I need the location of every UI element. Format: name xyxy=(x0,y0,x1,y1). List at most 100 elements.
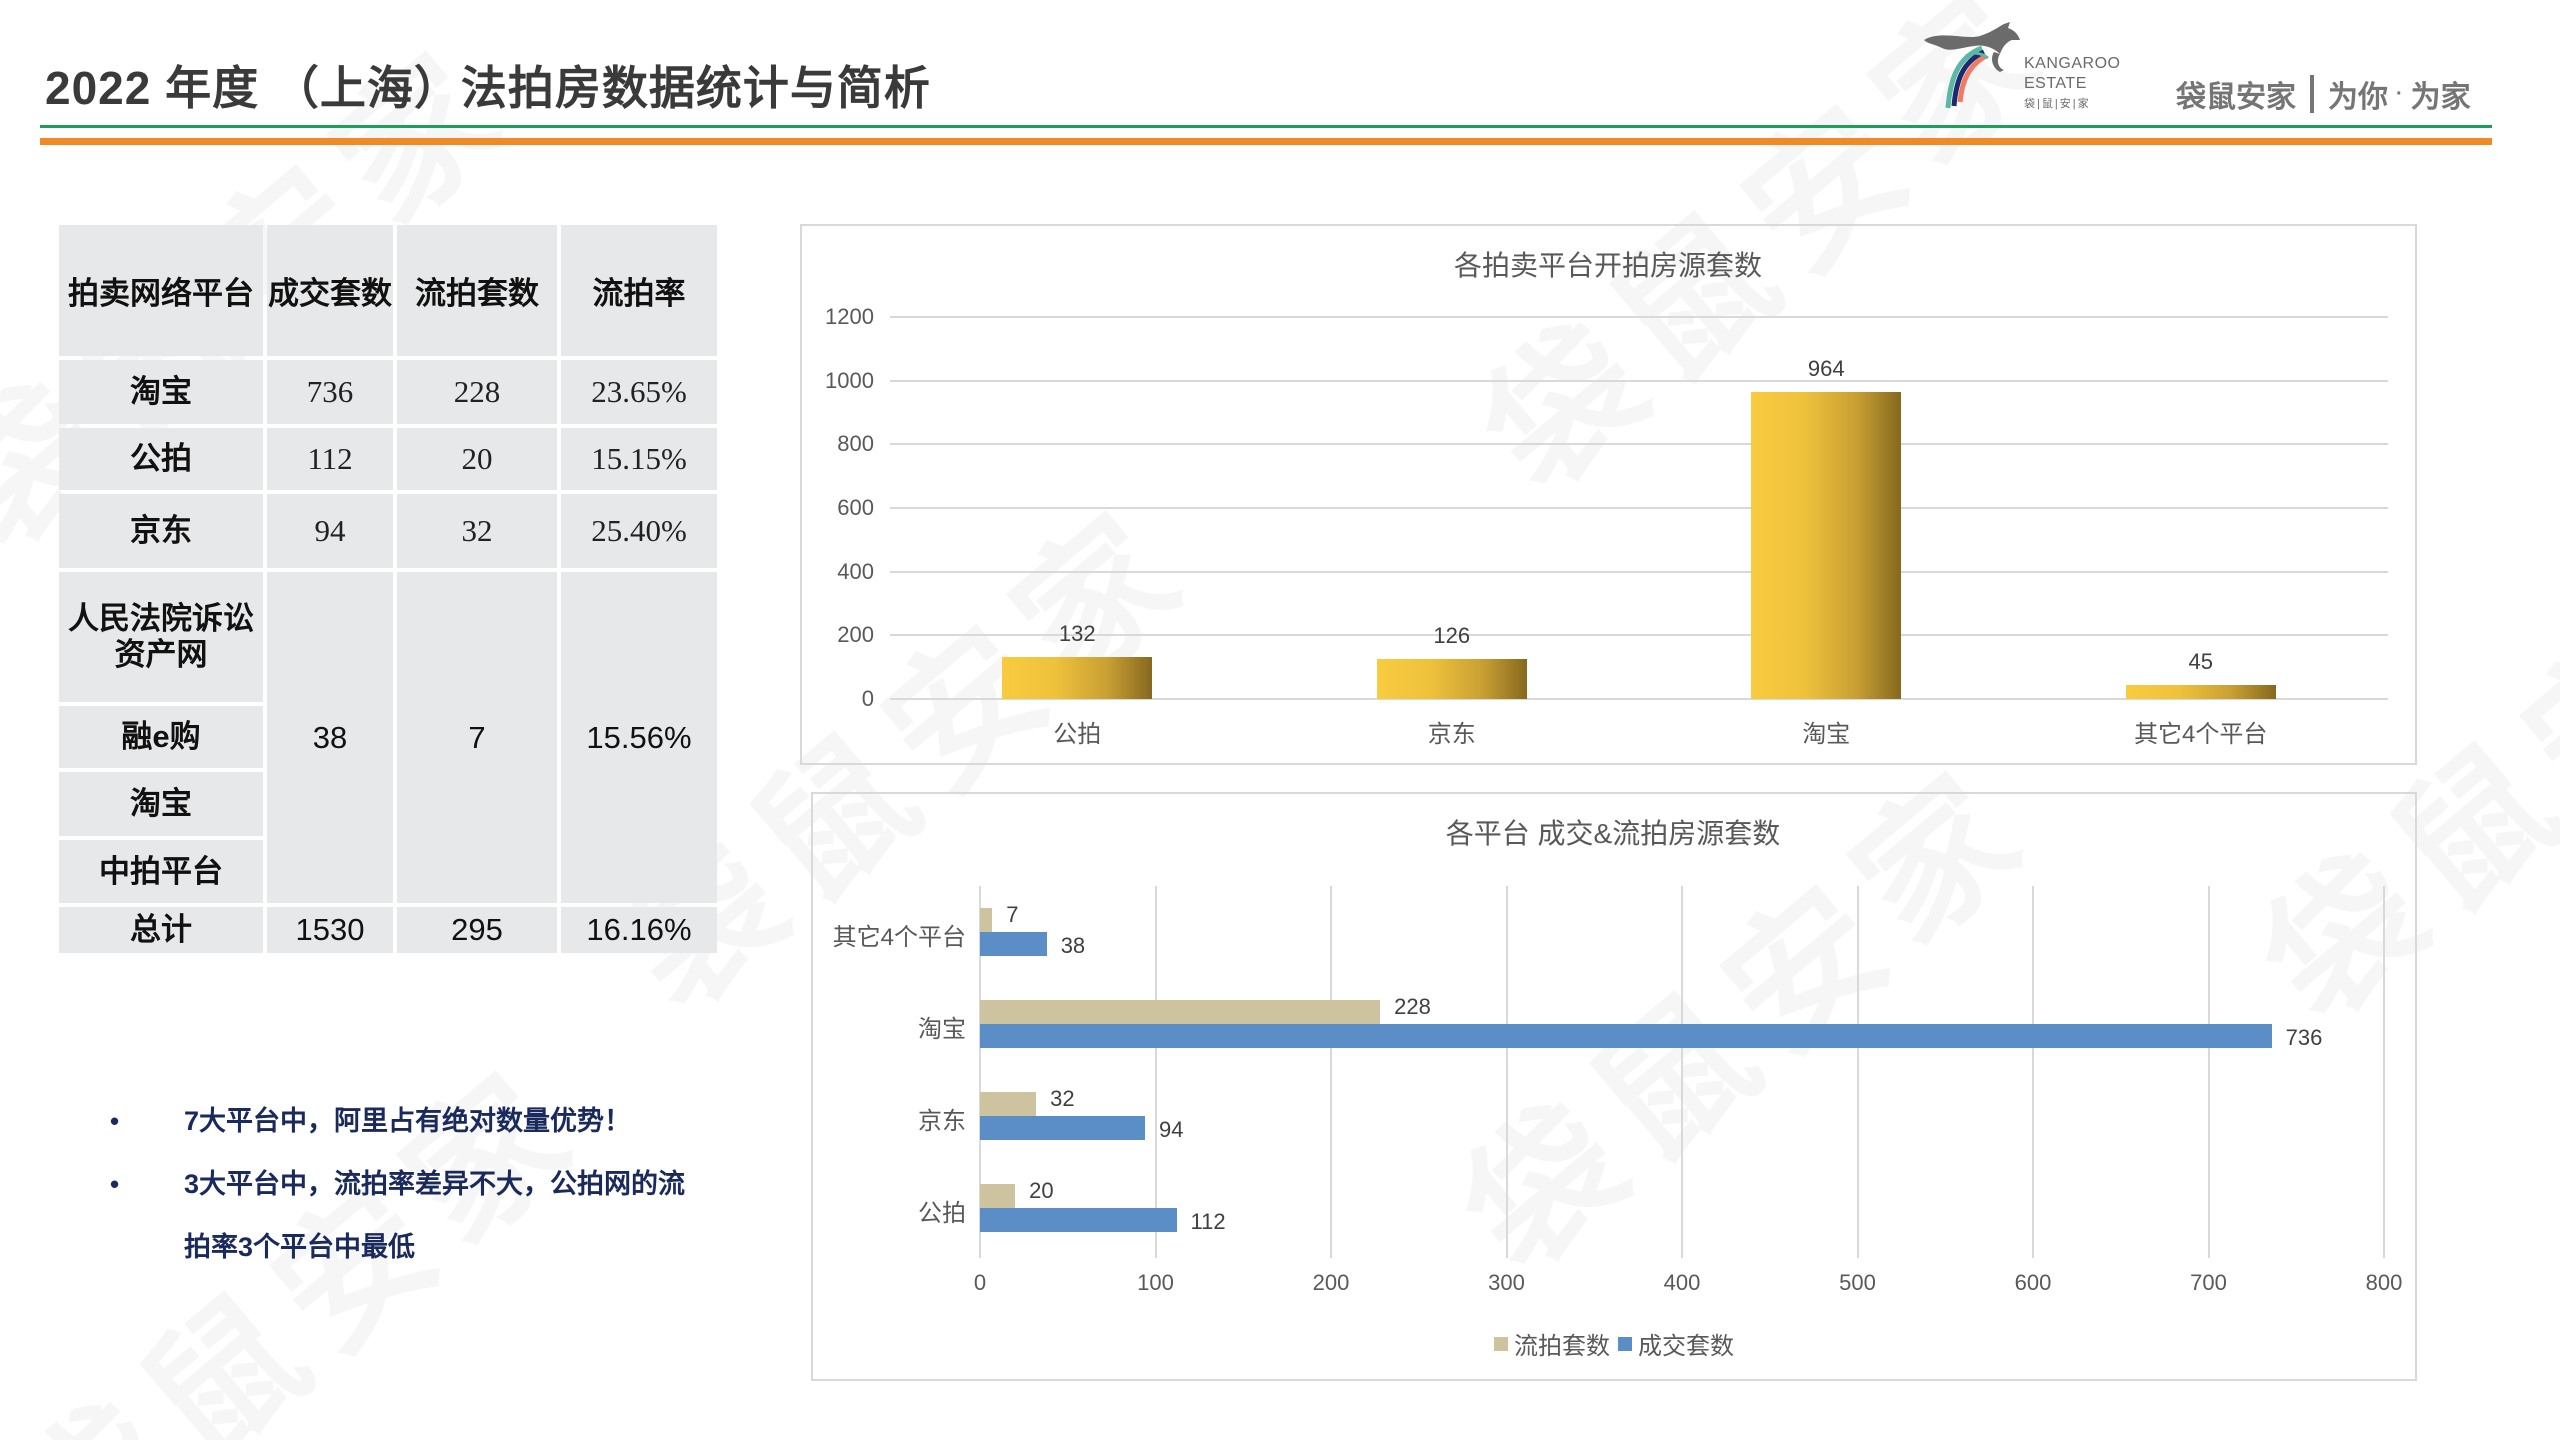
data-label: 112 xyxy=(1190,1209,1226,1234)
table-row-rate: 23.65% xyxy=(561,360,717,424)
chart-title: 各平台 成交&流拍房源套数 xyxy=(1445,818,1781,849)
gridline xyxy=(979,886,981,1258)
page-title: 2022 年度 （上海）法拍房数据统计与简析 xyxy=(45,62,931,114)
data-label: 228 xyxy=(1394,994,1431,1019)
gridline xyxy=(1330,886,1332,1258)
gridline xyxy=(890,443,2388,446)
data-label: 38 xyxy=(1060,933,1086,958)
y-category-label: 淘宝 xyxy=(918,1016,966,1043)
slogan-part2: 为家 xyxy=(2410,81,2471,114)
x-tick-label: 300 xyxy=(1488,1270,1525,1295)
legend-swatch-deals xyxy=(1618,1336,1632,1351)
data-label: 7 xyxy=(1006,902,1019,927)
y-tick-label: 200 xyxy=(837,622,874,648)
x-tick-label: 800 xyxy=(2365,1270,2403,1295)
gridline xyxy=(890,570,2388,573)
x-category-label: 公拍 xyxy=(1053,721,1102,748)
gridline xyxy=(890,379,2388,382)
data-label: 736 xyxy=(2285,1025,2323,1050)
bullet-item: • 3大平台中，流拍率差异不大，公拍网的流 拍率3个平台中最低 xyxy=(100,1153,780,1279)
header-divider-orange xyxy=(40,138,2492,145)
chart-listings-by-platform xyxy=(800,224,2417,765)
bar-failed xyxy=(980,1000,1381,1024)
bar xyxy=(1002,656,1153,699)
table-total-rate: 16.16% xyxy=(561,907,717,953)
table-total-failed: 295 xyxy=(397,907,557,953)
slogan-brand: 袋鼠安家 xyxy=(2176,81,2296,114)
bullet-text-cont: 拍率3个平台中最低 xyxy=(184,1232,416,1262)
bar xyxy=(1376,658,1527,699)
data-label: 132 xyxy=(1058,620,1096,646)
table-row-rate: 25.40% xyxy=(561,494,717,568)
y-tick-label: 0 xyxy=(861,686,874,711)
x-tick-label: 400 xyxy=(1663,1270,1701,1295)
x-category-label: 淘宝 xyxy=(1802,721,1851,748)
table-row-platform: 融e购 xyxy=(59,706,263,768)
platform-court-assets: 人民法院诉讼资产网 xyxy=(68,601,254,672)
data-label: 20 xyxy=(1029,1178,1054,1203)
gridline xyxy=(1856,886,1859,1258)
table-total-deals: 1530 xyxy=(267,907,393,953)
bar-deals xyxy=(980,932,1047,956)
bar-deals xyxy=(980,1208,1177,1232)
chart-legend: 流拍套数 成交套数 xyxy=(1486,1326,1734,1361)
bullet-text: 7大平台中，阿里占有绝对数量优势！ xyxy=(184,1106,632,1136)
gridline xyxy=(1505,886,1508,1258)
chart-deals-vs-failed xyxy=(811,792,2417,1381)
slogan-part1: 为你 xyxy=(2328,81,2388,114)
gridline xyxy=(1154,886,1157,1258)
data-label: 32 xyxy=(1050,1086,1075,1111)
table-row-deals: 112 xyxy=(267,428,393,490)
y-category-label: 公拍 xyxy=(918,1200,966,1227)
gridline xyxy=(2032,886,2034,1258)
gridline xyxy=(1681,886,1683,1258)
x-category-label: 其它4个平台 xyxy=(2134,721,2268,748)
gridline xyxy=(890,316,2388,318)
logo-estate: ESTATE xyxy=(2024,75,2087,92)
slogan-dot: · xyxy=(2396,82,2403,105)
y-tick-label: 600 xyxy=(837,495,874,520)
table-row-platform: 淘宝 xyxy=(59,772,263,836)
data-label: 45 xyxy=(2188,648,2213,674)
gridline xyxy=(2383,886,2385,1258)
table-row-platform: 京东 xyxy=(59,494,263,568)
summary-bullets: • 7大平台中，阿里占有绝对数量优势！ • 3大平台中，流拍率差异不大，公拍网的… xyxy=(100,1090,780,1279)
chart-title: 各拍卖平台开拍房源套数 xyxy=(1453,250,1763,281)
table-merged-rate: 15.56% xyxy=(561,572,717,903)
y-tick-label: 1000 xyxy=(825,367,874,393)
bullet-marker: • xyxy=(110,1169,120,1199)
bar-failed xyxy=(980,908,993,932)
logo-name-cn: 袋|鼠|安|家 xyxy=(2024,98,2091,110)
table-row-failed: 228 xyxy=(397,360,557,424)
bar-failed xyxy=(980,1184,1016,1208)
bar-deals xyxy=(980,1024,2272,1048)
y-category-label: 其它4个平台 xyxy=(832,924,966,951)
table-row-deals: 94 xyxy=(267,494,393,568)
legend-label-deals: 成交套数 xyxy=(1638,1333,1734,1360)
table-total-label: 总计 xyxy=(59,907,263,953)
slogan: 袋鼠安家 为你 · 为家 xyxy=(2176,72,2471,116)
legend-label-failed: 流拍套数 xyxy=(1514,1333,1610,1360)
gridline xyxy=(890,634,2388,637)
header-divider-green xyxy=(40,125,2492,128)
data-label: 126 xyxy=(1433,622,1471,648)
table-row-platform: 人民法院诉讼资产网 xyxy=(59,572,263,702)
table-merged-deals: 38 xyxy=(267,572,393,903)
y-tick-label: 400 xyxy=(837,558,874,584)
y-tick-label: 1200 xyxy=(825,304,874,329)
table-header-deals: 成交套数 xyxy=(267,225,393,356)
legend-swatch-failed xyxy=(1494,1336,1508,1351)
slogan-separator xyxy=(2310,75,2314,113)
kangaroo-logo-icon xyxy=(1920,22,2030,117)
bar xyxy=(2125,684,2276,699)
x-tick-label: 200 xyxy=(1312,1270,1350,1295)
table-header-rate: 流拍率 xyxy=(561,225,717,356)
bar-failed xyxy=(980,1092,1037,1116)
table-header-platform: 拍卖网络平台 xyxy=(59,225,263,356)
bar xyxy=(1751,392,1902,699)
y-tick-label: 800 xyxy=(837,431,874,457)
x-category-label: 京东 xyxy=(1427,721,1476,748)
table-row-platform: 中拍平台 xyxy=(59,840,263,903)
x-tick-label: 700 xyxy=(2190,1270,2227,1295)
table-row-deals: 736 xyxy=(267,360,393,424)
